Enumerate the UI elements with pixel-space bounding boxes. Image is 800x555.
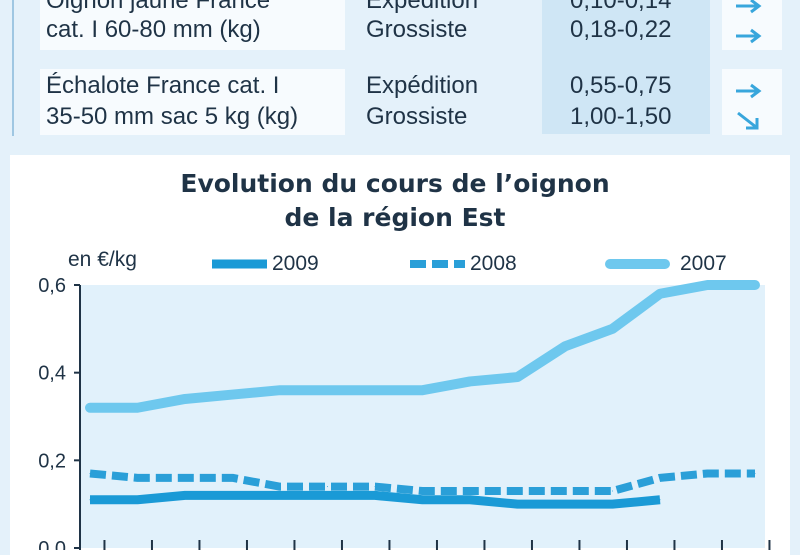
data-point-2009 [469, 499, 471, 501]
data-point-2007 [279, 389, 281, 391]
data-point-2008 [232, 477, 233, 479]
axes: 0,0 0,2 0,4 0,6 [38, 275, 771, 550]
data-point-2007 [422, 389, 423, 391]
data-point-2008 [327, 486, 328, 488]
data-point-2009 [137, 499, 138, 501]
data-point-2008 [422, 490, 423, 492]
data-point-2009 [279, 494, 281, 496]
data-point-2008 [564, 490, 566, 492]
product-name-line-1: Échalote France cat. I [46, 72, 280, 99]
stable-arrow-icon [736, 28, 762, 44]
price-table: Oignon jaune France cat. I 60-80 mm (kg)… [0, 0, 800, 140]
data-point-2008 [184, 477, 186, 479]
y-tick-label: 0,0 [38, 538, 66, 550]
data-point-2007 [232, 394, 233, 396]
data-point-2007 [374, 389, 376, 391]
chart-title-line-2: de la région Est [284, 203, 506, 232]
data-point-2007 [754, 284, 756, 286]
price-range: 1,00-1,50 [570, 103, 672, 130]
data-point-2009 [612, 503, 613, 505]
data-point-2009 [374, 494, 376, 496]
y-axis-unit-label: en €/kg [68, 248, 137, 271]
legend-label-2008: 2008 [470, 252, 517, 275]
falling-arrow-icon [737, 111, 759, 130]
data-point-2008 [612, 490, 613, 492]
data-point-2007 [564, 345, 566, 347]
stage-label: Grossiste [366, 103, 468, 130]
data-point-2008 [374, 486, 376, 488]
data-point-2008 [754, 472, 756, 474]
data-point-2008 [517, 490, 518, 492]
data-point-2009 [232, 494, 233, 496]
data-point-2009 [564, 503, 566, 505]
price-range: 0,10-0,14 [570, 0, 672, 14]
data-point-2007 [517, 376, 518, 378]
y-tick-label: 0,6 [38, 275, 66, 297]
data-point-2007 [184, 398, 186, 400]
data-point-2007 [612, 328, 613, 330]
data-point-2009 [184, 494, 186, 496]
chart-title-line-1: Evolution du cours de l’oignon [180, 169, 610, 198]
y-tick-label: 0,4 [38, 363, 66, 385]
table-left-rule [12, 0, 14, 136]
data-point-2007 [137, 407, 138, 409]
data-point-2009 [517, 503, 518, 505]
data-point-2008 [89, 472, 91, 474]
legend-label-2009: 2009 [272, 252, 319, 275]
data-point-2007 [707, 284, 708, 286]
data-point-2008 [137, 477, 138, 479]
product-name-line-1: Oignon jaune France [46, 0, 271, 14]
product-name-line-2: cat. I 60-80 mm (kg) [46, 16, 261, 43]
legend-label-2007: 2007 [680, 252, 727, 275]
data-point-2008 [279, 486, 281, 488]
data-point-2009 [327, 494, 328, 496]
data-point-2008 [707, 472, 708, 474]
stage-label: Grossiste [366, 16, 468, 43]
data-point-2008 [469, 490, 471, 492]
stable-arrow-icon [736, 83, 762, 99]
data-point-2009 [659, 499, 661, 501]
data-point-2009 [422, 499, 423, 501]
stage-label: Expédition [366, 0, 479, 14]
price-range: 0,18-0,22 [570, 16, 672, 43]
data-point-2007 [659, 293, 661, 295]
data-point-2007 [327, 389, 328, 391]
chart-title: Evolution du cours de l’oignon de la rég… [0, 167, 790, 235]
price-range: 0,55-0,75 [570, 72, 672, 99]
data-point-2007 [469, 380, 471, 382]
data-point-2007 [89, 407, 91, 409]
series-layer [85, 280, 760, 509]
plot-area [80, 285, 765, 548]
y-tick-label: 0,2 [38, 450, 66, 472]
data-point-2009 [89, 499, 91, 501]
data-point-2008 [659, 477, 661, 479]
stable-arrow-icon [736, 0, 762, 14]
product-name-line-2: 35-50 mm sac 5 kg (kg) [46, 103, 299, 130]
price-column-background [542, 0, 710, 134]
stage-label: Expédition [366, 72, 479, 99]
